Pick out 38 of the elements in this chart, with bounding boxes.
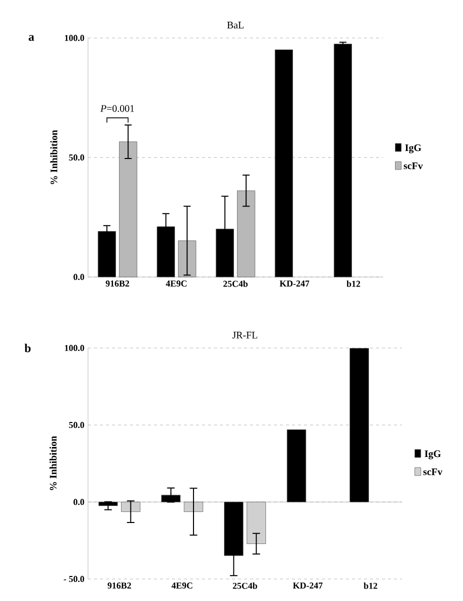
text: a [28, 35, 34, 41]
y-tick-label: 0.0 [74, 274, 84, 280]
annotation: P=0.001 [100, 105, 134, 112]
chart-title: JR-FL [232, 332, 258, 338]
chart-title: BaL [227, 22, 244, 28]
text: b [24, 344, 31, 352]
y-axis-title: % Inhibition [50, 436, 57, 490]
y-tick-label: 0.0 [74, 498, 84, 506]
x-tick-label: 916B2 [108, 582, 132, 589]
y-tick-label: 100.0 [64, 34, 84, 42]
bar [246, 502, 266, 544]
y-tick-label: 100.0 [64, 344, 84, 352]
x-tick-label: 25C4b [223, 280, 248, 287]
x-tick-label: 25C4b [232, 582, 258, 589]
y-tick-label: 50.0 [69, 154, 84, 161]
bar [237, 190, 256, 278]
bar [121, 502, 140, 512]
bar [334, 44, 352, 278]
legend-label: IgG [405, 144, 422, 154]
x-tick-label: b12 [346, 280, 360, 287]
bar [98, 502, 118, 506]
bar [350, 348, 369, 502]
y-axis-title: % Inhibition [50, 130, 58, 184]
legend-label: scFv [404, 162, 423, 170]
y-tick-label: 50.0 [69, 422, 84, 428]
x-tick-label: KD-247 [280, 280, 310, 286]
bar [178, 240, 196, 278]
bar [274, 50, 293, 278]
x-tick-label: 4E9C [166, 280, 187, 287]
legend-label: scFv [423, 468, 442, 476]
bar [184, 502, 204, 512]
legend-label: IgG [424, 450, 441, 460]
x-tick-label: 916B2 [106, 280, 130, 287]
y-tick-label: - 50.0 [64, 576, 84, 582]
bar [286, 429, 306, 502]
x-tick-label: b12 [364, 582, 378, 589]
x-tick-label: 4E9C [172, 582, 192, 589]
x-tick-label: KD-247 [292, 582, 323, 589]
